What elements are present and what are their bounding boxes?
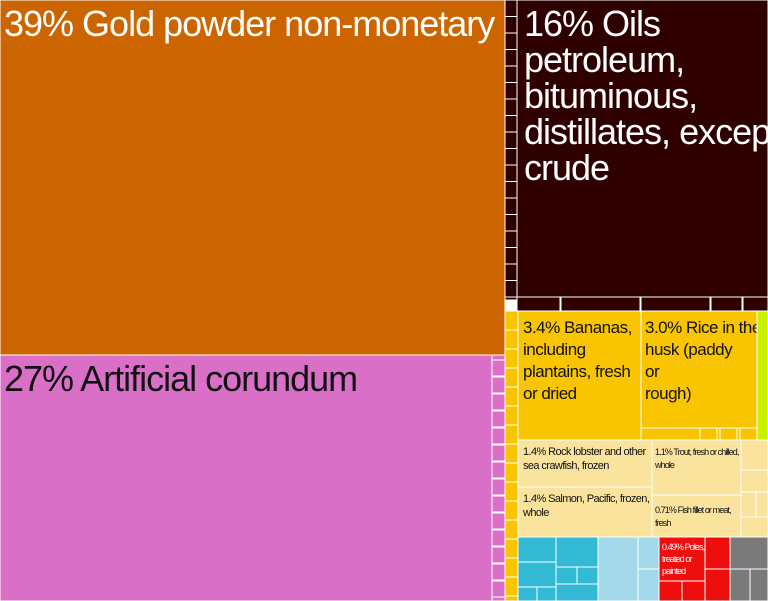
tile-cyan-small-3 (536, 586, 557, 601)
label-gold-powder: 39% Gold powder non-monetary (4, 3, 495, 44)
tile-pale-small-0 (740, 439, 768, 471)
tile-magenta-small-12 (491, 563, 506, 581)
tile-magenta-small-7 (491, 478, 506, 496)
tile-yellow-small-8 (504, 462, 519, 483)
tile-magenta-small-2 (491, 393, 506, 411)
tile-yellow-small-14 (504, 576, 519, 597)
label-fish-fillet: 0.71% Fish fillet or meat, fresh (655, 505, 731, 528)
tile-cyan-small-2 (517, 586, 538, 601)
tile-maroon-small-12 (504, 197, 518, 215)
tile-maroon-small-2 (504, 32, 518, 50)
tile-yellow-small-0 (504, 310, 519, 331)
tile-gold-powder (0, 0, 506, 356)
tile-magenta-small-6 (491, 461, 506, 479)
tile-maroon-small-14 (504, 230, 518, 248)
tile-magenta-small-5 (491, 444, 506, 462)
tile-maroon-small-5 (504, 82, 518, 100)
tile-pale-small-3 (755, 491, 768, 518)
tile-cyan-small-0 (517, 536, 557, 563)
tile-yellow-mini-2 (739, 427, 758, 441)
tile-red-small-3 (704, 568, 731, 601)
tile-magenta-small-0 (491, 359, 506, 377)
tile-yellow-small-13 (504, 557, 519, 578)
tile-yellow-small-11 (504, 519, 519, 540)
tile-poles (658, 536, 706, 582)
label-rice: 3.0% Rice in the husk (paddy or rough) (645, 318, 761, 403)
tile-maroon-small-16 (504, 263, 518, 281)
tile-lime (756, 310, 768, 441)
tile-pale-small-2 (740, 491, 757, 518)
tile-magenta-small-11 (491, 546, 506, 564)
tile-magenta-small-8 (491, 495, 506, 513)
tile-light-blue-small-0 (597, 536, 639, 601)
tile-maroon-divider-0 (559, 296, 562, 312)
tile-maroon-small-13 (504, 214, 518, 232)
tile-maroon-small-1 (504, 16, 518, 34)
tile-yellow-small-5 (504, 405, 519, 426)
tile-red-small-1 (681, 580, 706, 601)
tile-cyan-small-7 (555, 583, 599, 601)
tile-cyan-small-4 (555, 536, 599, 568)
tile-yellow-small-10 (504, 500, 519, 521)
tile-light-blue-small-2 (637, 568, 660, 601)
tile-maroon-small-7 (504, 115, 518, 133)
tile-maroon-small-9 (504, 148, 518, 166)
tile-cyan-small-1 (517, 561, 557, 588)
tile-maroon-small-0 (504, 0, 518, 17)
tile-gray-1 (729, 568, 751, 601)
tile-trout (651, 439, 742, 496)
tile-maroon-divider-3 (741, 296, 744, 312)
tile-pale-small-4 (740, 516, 768, 538)
tile-yellow-small-4 (504, 386, 519, 407)
tile-yellow-mini-1 (719, 427, 738, 441)
tile-salmon (517, 486, 653, 538)
label-rock-lobster: 1.4% Rock lobster and other sea crawfish,… (523, 446, 647, 472)
tile-maroon-small-3 (504, 49, 518, 67)
tile-artificial-corundum (0, 354, 493, 601)
tile-maroon-divider-1 (639, 296, 642, 312)
tile-magenta-small-4 (491, 427, 506, 445)
tile-magenta-small-1 (491, 376, 506, 394)
label-artificial-corundum: 27% Artificial corundum (4, 358, 357, 399)
tile-yellow-small-3 (504, 367, 519, 388)
tile-maroon-small-8 (504, 131, 518, 149)
tile-yellow-small-7 (504, 443, 519, 464)
tile-yellow-mini-0 (699, 427, 718, 441)
tile-red-small-2 (704, 536, 731, 570)
tile-magenta-small-13 (491, 580, 506, 598)
tile-maroon-small-15 (504, 247, 518, 265)
tile-maroon-band (516, 296, 768, 312)
label-oils-petroleum: 16% Oils petroleum, bituminous, distillates… (524, 3, 768, 188)
tile-maroon-divider-2 (709, 296, 712, 312)
tile-magenta-small-9 (491, 512, 506, 530)
tile-maroon-small-6 (504, 98, 518, 116)
tile-maroon-small-17 (504, 280, 518, 298)
tile-magenta-small-10 (491, 529, 506, 547)
tile-maroon-small-10 (504, 164, 518, 182)
tile-yellow-small-1 (504, 329, 519, 350)
tile-pale-small-1 (740, 469, 768, 493)
tile-cyan-small-5 (555, 566, 578, 585)
tile-fish-fillet (651, 494, 742, 538)
tile-red-small-0 (658, 580, 683, 601)
tile-rock-lobster (517, 439, 653, 488)
tile-yellow-small-9 (504, 481, 519, 502)
tile-magenta-small-3 (491, 410, 506, 428)
tile-gray-2 (749, 568, 768, 601)
tile-gray-0 (729, 536, 768, 570)
label-bananas: 3.4% Bananas, including plantains, fresh or… (523, 318, 632, 403)
tile-yellow-small-6 (504, 424, 519, 445)
tile-cyan-small-6 (576, 566, 599, 585)
label-poles: 0.49% Poles, treated or painted (662, 542, 705, 576)
tile-yellow-small-12 (504, 538, 519, 559)
label-trout: 1.1% Trout, fresh or chilled, whole (654, 447, 739, 470)
tile-yellow-small-2 (504, 348, 519, 369)
tile-maroon-small-11 (504, 181, 518, 199)
tile-light-blue-small-1 (637, 536, 660, 570)
tile-maroon-small-4 (504, 65, 518, 83)
label-salmon: 1.4% Salmon, Pacific, frozen, whole (522, 493, 650, 519)
tile-bananas (517, 310, 642, 441)
